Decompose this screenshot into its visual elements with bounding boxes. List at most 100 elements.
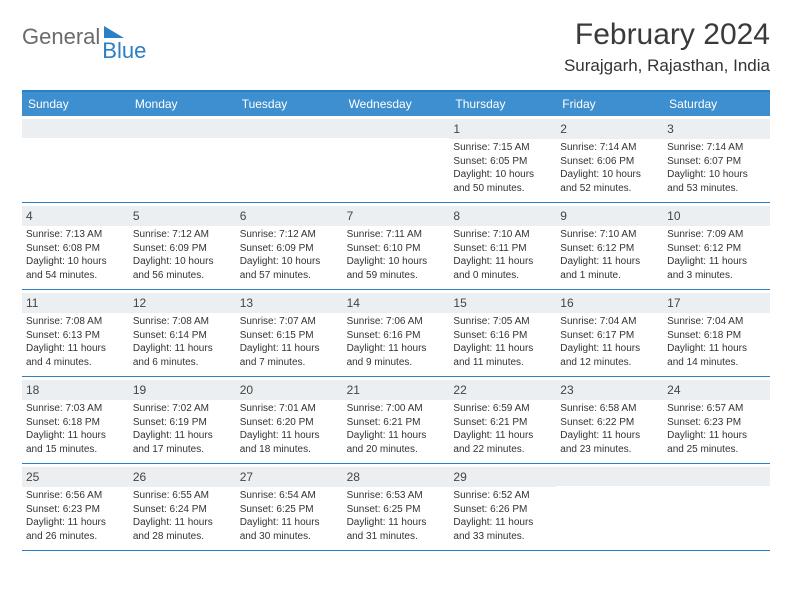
day-info: Sunrise: 6:56 AMSunset: 6:23 PMDaylight:… <box>26 489 125 543</box>
day-info: Sunrise: 6:59 AMSunset: 6:21 PMDaylight:… <box>453 402 552 456</box>
weekday-header-row: SundayMondayTuesdayWednesdayThursdayFrid… <box>22 92 770 116</box>
day-info: Sunrise: 7:06 AMSunset: 6:16 PMDaylight:… <box>347 315 446 369</box>
day-cell: 12Sunrise: 7:08 AMSunset: 6:14 PMDayligh… <box>129 290 236 376</box>
day-cell <box>236 116 343 202</box>
day-info: Sunrise: 7:15 AMSunset: 6:05 PMDaylight:… <box>453 141 552 195</box>
day-info: Sunrise: 7:13 AMSunset: 6:08 PMDaylight:… <box>26 228 125 282</box>
day-info: Sunrise: 7:11 AMSunset: 6:10 PMDaylight:… <box>347 228 446 282</box>
day-info: Sunrise: 7:14 AMSunset: 6:06 PMDaylight:… <box>560 141 659 195</box>
day-cell: 11Sunrise: 7:08 AMSunset: 6:13 PMDayligh… <box>22 290 129 376</box>
day-cell: 3Sunrise: 7:14 AMSunset: 6:07 PMDaylight… <box>663 116 770 202</box>
day-number: 14 <box>343 293 450 313</box>
day-number: 29 <box>449 467 556 487</box>
weekday-label: Friday <box>556 92 663 116</box>
day-cell: 1Sunrise: 7:15 AMSunset: 6:05 PMDaylight… <box>449 116 556 202</box>
weekday-label: Thursday <box>449 92 556 116</box>
day-cell: 2Sunrise: 7:14 AMSunset: 6:06 PMDaylight… <box>556 116 663 202</box>
day-cell: 21Sunrise: 7:00 AMSunset: 6:21 PMDayligh… <box>343 377 450 463</box>
week-row: 4Sunrise: 7:13 AMSunset: 6:08 PMDaylight… <box>22 203 770 290</box>
day-info: Sunrise: 7:00 AMSunset: 6:21 PMDaylight:… <box>347 402 446 456</box>
day-cell <box>129 116 236 202</box>
weekday-label: Saturday <box>663 92 770 116</box>
day-info: Sunrise: 7:12 AMSunset: 6:09 PMDaylight:… <box>133 228 232 282</box>
day-cell: 26Sunrise: 6:55 AMSunset: 6:24 PMDayligh… <box>129 464 236 550</box>
calendar: SundayMondayTuesdayWednesdayThursdayFrid… <box>22 90 770 551</box>
day-info: Sunrise: 6:54 AMSunset: 6:25 PMDaylight:… <box>240 489 339 543</box>
day-number: 12 <box>129 293 236 313</box>
day-info: Sunrise: 7:08 AMSunset: 6:13 PMDaylight:… <box>26 315 125 369</box>
month-title: February 2024 <box>564 18 770 52</box>
logo: General Blue <box>22 18 146 64</box>
day-info: Sunrise: 7:03 AMSunset: 6:18 PMDaylight:… <box>26 402 125 456</box>
day-number: 24 <box>663 380 770 400</box>
day-cell: 20Sunrise: 7:01 AMSunset: 6:20 PMDayligh… <box>236 377 343 463</box>
day-cell: 27Sunrise: 6:54 AMSunset: 6:25 PMDayligh… <box>236 464 343 550</box>
day-number-blank <box>236 119 343 138</box>
day-info: Sunrise: 7:12 AMSunset: 6:09 PMDaylight:… <box>240 228 339 282</box>
weekday-label: Tuesday <box>236 92 343 116</box>
week-row: 25Sunrise: 6:56 AMSunset: 6:23 PMDayligh… <box>22 464 770 551</box>
day-number-blank <box>343 119 450 138</box>
day-cell: 24Sunrise: 6:57 AMSunset: 6:23 PMDayligh… <box>663 377 770 463</box>
day-info: Sunrise: 6:53 AMSunset: 6:25 PMDaylight:… <box>347 489 446 543</box>
day-cell: 16Sunrise: 7:04 AMSunset: 6:17 PMDayligh… <box>556 290 663 376</box>
day-number-blank <box>663 467 770 486</box>
logo-word-1: General <box>22 24 100 50</box>
location-text: Surajgarh, Rajasthan, India <box>564 56 770 76</box>
weekday-label: Wednesday <box>343 92 450 116</box>
day-number: 10 <box>663 206 770 226</box>
day-info: Sunrise: 7:01 AMSunset: 6:20 PMDaylight:… <box>240 402 339 456</box>
day-info: Sunrise: 6:57 AMSunset: 6:23 PMDaylight:… <box>667 402 766 456</box>
day-info: Sunrise: 7:10 AMSunset: 6:11 PMDaylight:… <box>453 228 552 282</box>
day-cell: 28Sunrise: 6:53 AMSunset: 6:25 PMDayligh… <box>343 464 450 550</box>
day-number: 27 <box>236 467 343 487</box>
day-info: Sunrise: 7:09 AMSunset: 6:12 PMDaylight:… <box>667 228 766 282</box>
day-info: Sunrise: 6:52 AMSunset: 6:26 PMDaylight:… <box>453 489 552 543</box>
day-number: 3 <box>663 119 770 139</box>
day-cell: 4Sunrise: 7:13 AMSunset: 6:08 PMDaylight… <box>22 203 129 289</box>
day-number: 26 <box>129 467 236 487</box>
day-cell: 17Sunrise: 7:04 AMSunset: 6:18 PMDayligh… <box>663 290 770 376</box>
day-number: 22 <box>449 380 556 400</box>
day-cell: 15Sunrise: 7:05 AMSunset: 6:16 PMDayligh… <box>449 290 556 376</box>
day-info: Sunrise: 7:05 AMSunset: 6:16 PMDaylight:… <box>453 315 552 369</box>
day-cell: 8Sunrise: 7:10 AMSunset: 6:11 PMDaylight… <box>449 203 556 289</box>
day-cell: 5Sunrise: 7:12 AMSunset: 6:09 PMDaylight… <box>129 203 236 289</box>
day-cell: 19Sunrise: 7:02 AMSunset: 6:19 PMDayligh… <box>129 377 236 463</box>
day-info: Sunrise: 6:58 AMSunset: 6:22 PMDaylight:… <box>560 402 659 456</box>
day-number: 8 <box>449 206 556 226</box>
day-number: 18 <box>22 380 129 400</box>
day-info: Sunrise: 7:08 AMSunset: 6:14 PMDaylight:… <box>133 315 232 369</box>
weekday-label: Monday <box>129 92 236 116</box>
day-number: 2 <box>556 119 663 139</box>
day-cell: 18Sunrise: 7:03 AMSunset: 6:18 PMDayligh… <box>22 377 129 463</box>
week-row: 11Sunrise: 7:08 AMSunset: 6:13 PMDayligh… <box>22 290 770 377</box>
day-cell: 9Sunrise: 7:10 AMSunset: 6:12 PMDaylight… <box>556 203 663 289</box>
day-number: 7 <box>343 206 450 226</box>
day-number: 9 <box>556 206 663 226</box>
day-number: 13 <box>236 293 343 313</box>
day-number: 19 <box>129 380 236 400</box>
day-number: 20 <box>236 380 343 400</box>
day-info: Sunrise: 7:14 AMSunset: 6:07 PMDaylight:… <box>667 141 766 195</box>
day-number-blank <box>129 119 236 138</box>
header: General Blue February 2024 Surajgarh, Ra… <box>22 18 770 76</box>
day-cell: 23Sunrise: 6:58 AMSunset: 6:22 PMDayligh… <box>556 377 663 463</box>
day-number: 15 <box>449 293 556 313</box>
day-number: 17 <box>663 293 770 313</box>
day-number: 23 <box>556 380 663 400</box>
day-number: 28 <box>343 467 450 487</box>
day-cell <box>343 116 450 202</box>
logo-triangle-icon <box>104 26 124 38</box>
day-cell: 22Sunrise: 6:59 AMSunset: 6:21 PMDayligh… <box>449 377 556 463</box>
day-number: 11 <box>22 293 129 313</box>
day-cell: 29Sunrise: 6:52 AMSunset: 6:26 PMDayligh… <box>449 464 556 550</box>
day-cell <box>22 116 129 202</box>
day-info: Sunrise: 7:07 AMSunset: 6:15 PMDaylight:… <box>240 315 339 369</box>
week-row: 18Sunrise: 7:03 AMSunset: 6:18 PMDayligh… <box>22 377 770 464</box>
week-row: 1Sunrise: 7:15 AMSunset: 6:05 PMDaylight… <box>22 116 770 203</box>
day-number: 5 <box>129 206 236 226</box>
day-cell: 10Sunrise: 7:09 AMSunset: 6:12 PMDayligh… <box>663 203 770 289</box>
weekday-label: Sunday <box>22 92 129 116</box>
day-number-blank <box>22 119 129 138</box>
